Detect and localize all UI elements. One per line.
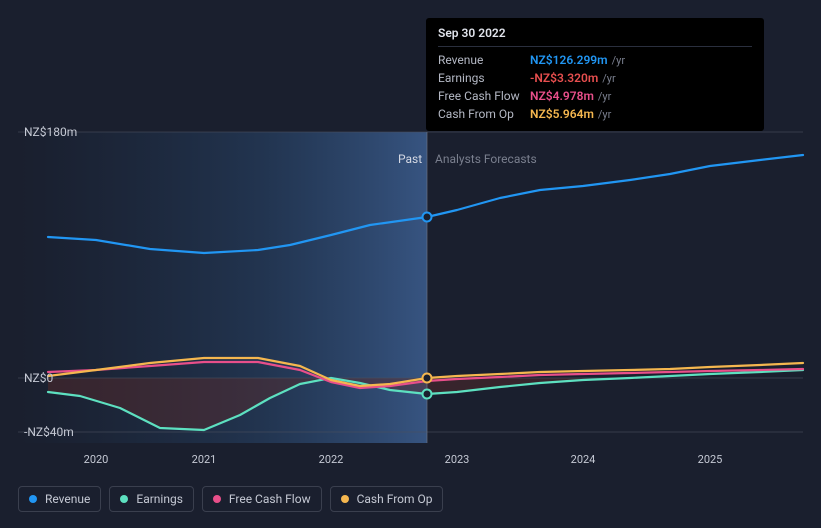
tooltip-label: Revenue — [438, 53, 530, 67]
x-axis-label: 2024 — [571, 453, 596, 466]
x-axis-label: 2020 — [84, 453, 109, 466]
tooltip-row: Free Cash FlowNZ$4.978m/yr — [438, 87, 752, 105]
tooltip-label: Free Cash Flow — [438, 89, 530, 103]
legend-dot-icon — [120, 495, 128, 503]
tooltip-unit: /yr — [598, 108, 611, 121]
legend-label: Free Cash Flow — [229, 492, 311, 506]
tooltip-value: NZ$4.978m — [530, 89, 594, 103]
legend-dot-icon — [29, 495, 37, 503]
x-axis-label: 2023 — [445, 453, 470, 466]
tooltip-value: -NZ$3.320m — [530, 71, 598, 85]
tooltip-label: Earnings — [438, 71, 530, 85]
tooltip-row: Earnings-NZ$3.320m/yr — [438, 69, 752, 87]
y-axis-label: NZ$180m — [24, 125, 77, 139]
tooltip-date: Sep 30 2022 — [438, 26, 752, 47]
y-axis-label: -NZ$40m — [24, 425, 74, 439]
legend-item-earnings[interactable]: Earnings — [109, 486, 194, 512]
x-axis-label: 2022 — [319, 453, 344, 466]
tooltip-unit: /yr — [602, 72, 615, 85]
legend-label: Earnings — [136, 492, 183, 506]
tooltip-unit: /yr — [612, 54, 625, 67]
chart-legend: Revenue Earnings Free Cash Flow Cash From O… — [18, 486, 443, 512]
chart-tooltip: Sep 30 2022 RevenueNZ$126.299m/yrEarning… — [426, 18, 764, 131]
x-axis-label: 2021 — [192, 453, 217, 466]
tooltip-row: Cash From OpNZ$5.964m/yr — [438, 105, 752, 123]
legend-item-fcf[interactable]: Free Cash Flow — [202, 486, 322, 512]
legend-dot-icon — [213, 495, 221, 503]
tooltip-value: NZ$126.299m — [530, 53, 608, 67]
x-axis-label: 2025 — [698, 453, 723, 466]
legend-label: Revenue — [45, 492, 90, 506]
legend-dot-icon — [341, 495, 349, 503]
tooltip-label: Cash From Op — [438, 107, 530, 121]
legend-item-cfo[interactable]: Cash From Op — [330, 486, 444, 512]
tooltip-value: NZ$5.964m — [530, 107, 594, 121]
tooltip-unit: /yr — [598, 90, 611, 103]
past-zone-label: Past — [398, 152, 422, 166]
financial-forecast-chart: NZ$180m NZ$0 -NZ$40m 2020 2021 2022 2023 2024 2… — [0, 0, 821, 524]
tooltip-row: RevenueNZ$126.299m/yr — [438, 51, 752, 69]
legend-item-revenue[interactable]: Revenue — [18, 486, 101, 512]
y-axis-label: NZ$0 — [24, 371, 53, 385]
forecasts-zone-label: Analysts Forecasts — [435, 152, 537, 166]
legend-label: Cash From Op — [357, 492, 433, 506]
